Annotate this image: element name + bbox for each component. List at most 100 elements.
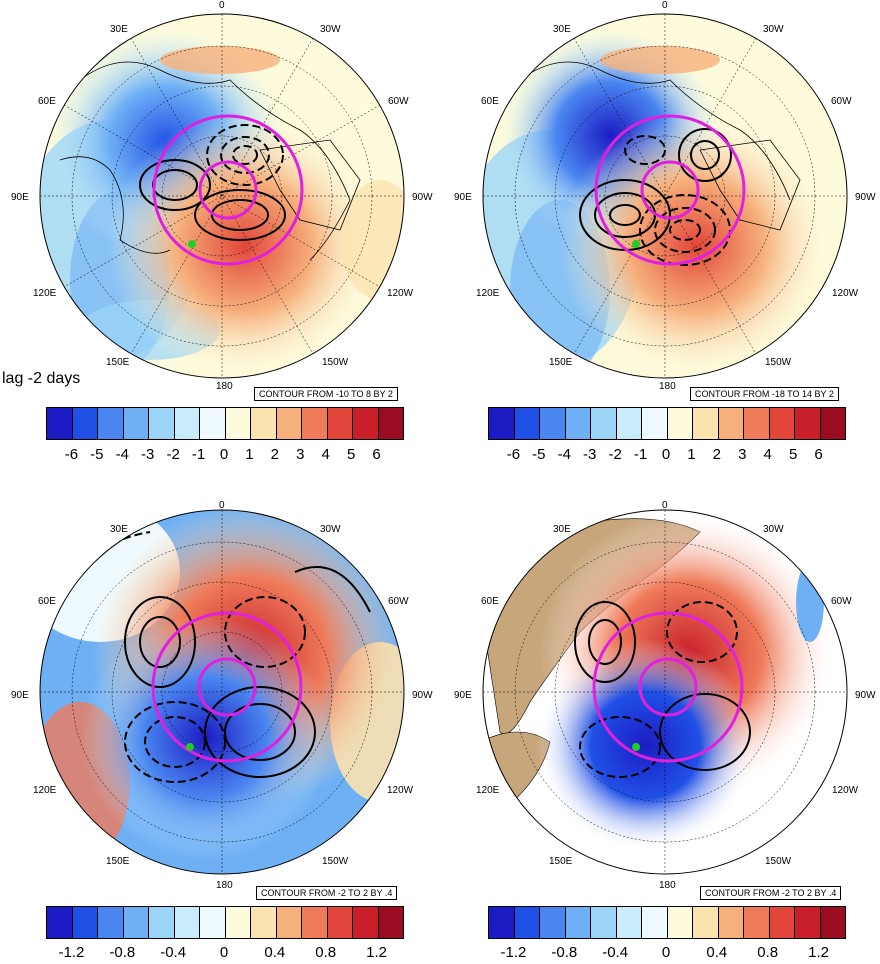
lon-label-30e: 30E <box>553 24 571 35</box>
lon-label-30w: 30W <box>320 24 341 35</box>
lon-label-60w: 60W <box>388 596 409 607</box>
colorbar-tick-label: 0.8 <box>757 944 779 961</box>
colorbar-ticks: -6 -5 -4 -3 -2 -1 0 1 2 3 4 5 6 <box>46 446 402 464</box>
colorbar-tick-label: 5 <box>346 446 356 463</box>
lon-label-90w: 90W <box>855 192 876 203</box>
colorbar-tick-label: -3 <box>141 446 155 463</box>
map-panel-3: 0 30E 30W 60E 60W 90E 90W 120E 120W 150E… <box>0 482 440 964</box>
colorbar-swatch <box>616 408 642 439</box>
lon-label-120e: 120E <box>33 785 57 796</box>
colorbar <box>488 906 846 939</box>
contour-info: CONTOUR FROM -2 TO 2 BY .4 <box>256 886 398 900</box>
colorbar-tick-label: -2 <box>608 446 622 463</box>
lon-label-90e: 90E <box>454 690 472 701</box>
colorbar-swatch <box>565 408 591 439</box>
lon-label-30e: 30E <box>110 524 128 535</box>
lon-label-150e: 150E <box>549 357 573 368</box>
lon-label-60e: 60E <box>481 596 499 607</box>
colorbar-swatch <box>200 907 226 938</box>
colorbar-swatch <box>718 408 744 439</box>
colorbar-tick-label: 3 <box>738 446 747 463</box>
location-marker-2 <box>632 240 640 248</box>
colorbar-swatch <box>769 907 795 938</box>
colorbar-swatch <box>174 907 200 938</box>
polar-map-4 <box>482 509 848 875</box>
colorbar-swatch <box>744 907 770 938</box>
colorbar-tick-label: -1.2 <box>58 944 85 961</box>
colorbar-swatch <box>149 907 175 938</box>
lon-label-120w: 120W <box>832 785 859 796</box>
lon-label-30w: 30W <box>763 24 784 35</box>
colorbar-swatch <box>47 408 73 439</box>
colorbar-swatch <box>489 907 515 938</box>
lon-label-150w: 150W <box>765 856 792 867</box>
lon-label-60e: 60E <box>481 96 499 107</box>
lon-label-90e: 90E <box>454 192 472 203</box>
colorbar-swatch <box>378 408 403 439</box>
lon-label-120w: 120W <box>387 785 414 796</box>
colorbar-tick-label: -1.2 <box>500 944 527 961</box>
lon-label-120e: 120E <box>476 785 500 796</box>
colorbar-swatch <box>718 907 744 938</box>
colorbar-swatch <box>540 907 566 938</box>
map-panel-2: 0 30E 30W 60E 60W 90E 90W 120E 120W 150E… <box>440 0 880 482</box>
lag-label: lag -2 days <box>2 370 81 387</box>
colorbar-tick-label: -2 <box>166 446 180 463</box>
lon-label-180: 180 <box>216 880 233 891</box>
colorbar-swatch <box>820 408 845 439</box>
colorbar-tick-label: 2 <box>270 446 280 463</box>
polar-map-2 <box>482 13 848 379</box>
lon-label-120e: 120E <box>476 288 500 299</box>
colorbar-tick-label: 3 <box>296 446 305 463</box>
colorbar-swatch <box>72 907 98 938</box>
colorbar-swatch <box>276 907 302 938</box>
lon-label-150w: 150W <box>765 357 792 368</box>
colorbar-swatch <box>327 907 353 938</box>
colorbar-tick-label: -4 <box>115 446 129 463</box>
colorbar-tick-label: 4 <box>321 446 330 463</box>
colorbar-swatch <box>200 408 226 439</box>
map-panel-4: 0 30E 30W 60E 60W 90E 90W 120E 120W 150E… <box>440 482 880 964</box>
contour-info: CONTOUR FROM -2 TO 2 BY .4 <box>700 886 842 900</box>
colorbar-tick-label: -0.8 <box>551 944 578 961</box>
colorbar-tick-label: -1 <box>191 446 206 463</box>
lon-label-150w: 150W <box>322 856 349 867</box>
colorbar-tick-label: -0.8 <box>109 944 136 961</box>
colorbar-swatch <box>642 408 668 439</box>
lon-label-60w: 60W <box>388 96 409 107</box>
lon-label-90w: 90W <box>855 690 876 701</box>
colorbar-swatch <box>565 907 591 938</box>
colorbar-tick-label: 0.4 <box>706 944 728 961</box>
lon-label-30e: 30E <box>110 24 128 35</box>
colorbar-ticks: -1.2 -0.8 -0.4 0 0.4 0.8 1.2 <box>46 944 402 962</box>
colorbar-swatch <box>693 907 719 938</box>
colorbar-tick-label: 2 <box>712 446 722 463</box>
contour-info: CONTOUR FROM -18 TO 14 BY 2 <box>690 387 839 401</box>
colorbar-swatch <box>123 907 149 938</box>
colorbar-swatch <box>98 907 124 938</box>
lon-label-120e: 120E <box>33 288 57 299</box>
contour-info: CONTOUR FROM -10 TO 8 BY 2 <box>254 387 398 401</box>
lon-label-30e: 30E <box>553 524 571 535</box>
colorbar-swatch <box>378 907 403 938</box>
colorbar-swatch <box>591 907 617 938</box>
lon-label-90e: 90E <box>11 192 29 203</box>
lon-label-150e: 150E <box>106 856 130 867</box>
colorbar-tick-label: 0 <box>661 944 671 961</box>
polar-map-3 <box>39 509 405 875</box>
lon-label-120w: 120W <box>387 288 414 299</box>
lon-label-90w: 90W <box>412 192 433 203</box>
colorbar-swatch <box>251 907 277 938</box>
colorbar-tick-label: -1 <box>633 446 648 463</box>
colorbar-swatch <box>489 408 515 439</box>
colorbar-swatch <box>667 907 693 938</box>
lon-label-top: 0 <box>662 500 668 511</box>
colorbar-tick-label: 5 <box>788 446 798 463</box>
colorbar-ticks: -1.2 -0.8 -0.4 0 0.4 0.8 1.2 <box>488 944 844 962</box>
colorbar-swatch <box>642 907 668 938</box>
colorbar-tick-label: 0.8 <box>315 944 337 961</box>
colorbar-swatch <box>225 907 251 938</box>
colorbar-swatch <box>616 907 642 938</box>
lon-label-120w: 120W <box>832 288 859 299</box>
colorbar-tick-label: 6 <box>372 446 381 463</box>
